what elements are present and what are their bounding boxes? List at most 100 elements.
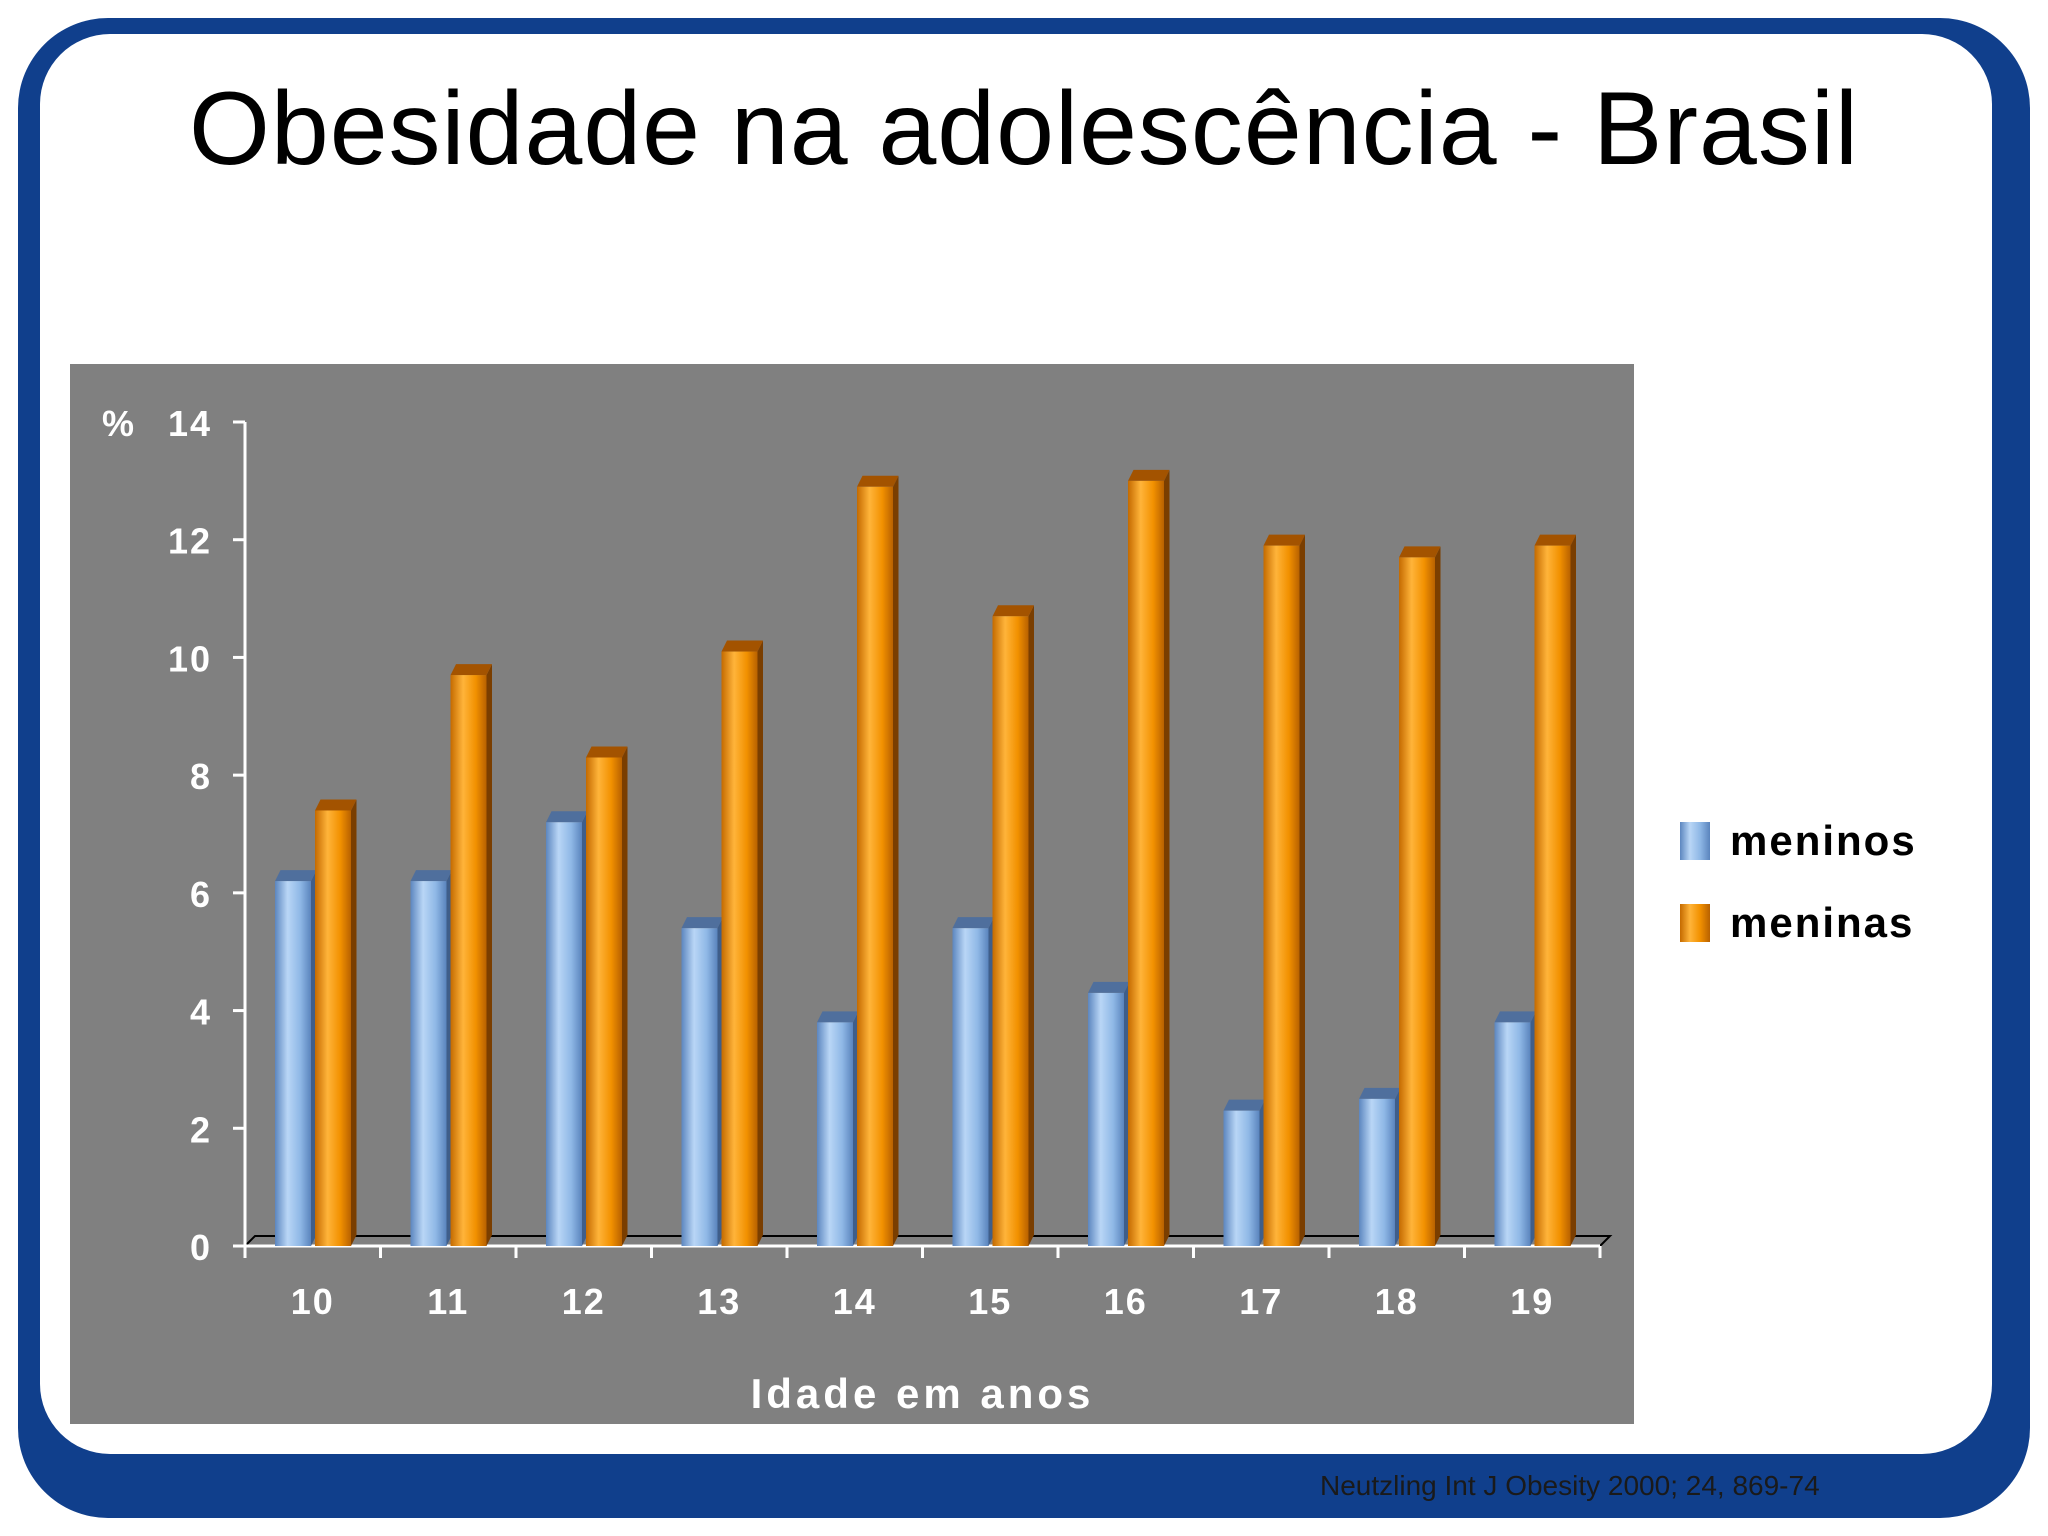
y-tick-label: 10: [168, 638, 212, 679]
bar-top: [1088, 981, 1130, 993]
bar-meninos: [275, 870, 317, 1246]
bar-meninos: [546, 811, 588, 1246]
bar-side: [622, 746, 628, 1246]
x-tick-label: 10: [291, 1281, 335, 1322]
bar-front: [450, 675, 487, 1246]
bar-meninos: [1088, 981, 1130, 1246]
bar-meninas: [1263, 534, 1305, 1246]
bar-top: [1128, 469, 1170, 481]
bar-side: [1435, 546, 1441, 1246]
bar-top: [1263, 534, 1305, 546]
bar-front: [275, 881, 311, 1246]
bar-front: [952, 928, 989, 1246]
x-tick-label: 17: [1239, 1281, 1283, 1322]
bar-meninas: [721, 640, 763, 1246]
bar-meninas: [857, 475, 899, 1246]
bar-top: [817, 1011, 859, 1023]
plot-area: 0 2 4 6 8 10 12 14% 10 11 12 13 14 15 16 17 18 19 Idade em…: [70, 364, 1634, 1424]
bar-front: [410, 881, 447, 1246]
bar-meninos: [952, 917, 994, 1246]
bar-front: [992, 616, 1029, 1246]
bar-front: [1534, 545, 1571, 1246]
bar-side: [351, 799, 357, 1246]
legend-item-meninas: meninas: [1680, 882, 1917, 964]
bar-chart: 0 2 4 6 8 10 12 14% 10 11 12 13 14 15 16 17 18 19 Idade em…: [102, 403, 1613, 1417]
bar-top: [1534, 534, 1576, 546]
bar-front: [1263, 545, 1300, 1246]
bar-meninos: [410, 870, 452, 1246]
slide-title: Obesidade na adolescência - Brasil: [188, 71, 1860, 187]
bar-meninos: [681, 917, 723, 1246]
bar-meninos: [1223, 1099, 1265, 1246]
bar-side: [757, 640, 763, 1246]
bar-front: [1088, 992, 1124, 1246]
legend-swatch-meninos: [1680, 822, 1710, 860]
bar-front: [857, 486, 893, 1246]
chart-floor: [244, 1235, 1613, 1247]
x-axis-title: Idade em anos: [751, 1370, 1095, 1417]
bar-top: [952, 917, 994, 929]
bar-top: [315, 799, 357, 811]
bar-side: [486, 664, 492, 1246]
bar-top: [1359, 1087, 1401, 1099]
y-axis-label: %: [102, 403, 134, 444]
bar-top: [410, 870, 452, 882]
bar-front: [1223, 1110, 1260, 1246]
legend-item-meninos: meninos: [1680, 800, 1917, 882]
x-tick-label: 18: [1375, 1281, 1419, 1322]
bar-meninos: [1359, 1087, 1401, 1246]
bar-front: [315, 810, 351, 1246]
bar-top: [721, 640, 763, 652]
bar-top: [1223, 1099, 1265, 1111]
x-tick-label: 12: [562, 1281, 606, 1322]
bar-front: [546, 822, 582, 1246]
y-tick-label: 8: [190, 756, 212, 797]
bar-meninas: [1128, 469, 1170, 1246]
chart-legend: meninos meninas: [1680, 800, 1917, 964]
bar-front: [1359, 1098, 1395, 1246]
bar-top: [586, 746, 628, 758]
bar-side: [1299, 534, 1305, 1246]
bar-meninas: [1399, 546, 1441, 1246]
y-tick-label: 2: [190, 1109, 212, 1150]
bar-front: [721, 651, 758, 1246]
y-tick-label: 12: [168, 521, 212, 562]
bar-side: [893, 475, 899, 1246]
bar-front: [1494, 1022, 1531, 1246]
bar-top: [275, 870, 317, 882]
legend-swatch-meninas: [1680, 904, 1710, 942]
bar-side: [1028, 605, 1034, 1246]
y-tick-label: 4: [190, 992, 212, 1033]
bar-meninas: [315, 799, 357, 1246]
bar-top: [992, 605, 1034, 617]
bar-top: [1494, 1011, 1536, 1023]
legend-label-meninas: meninas: [1730, 899, 1915, 946]
bar-meninos: [1494, 1011, 1536, 1246]
bar-meninas: [992, 605, 1034, 1246]
x-tick-label: 13: [697, 1281, 741, 1322]
bar-top: [1399, 546, 1441, 558]
bar-meninos: [817, 1011, 859, 1246]
bar-meninas: [450, 664, 492, 1246]
bar-meninas: [586, 746, 628, 1246]
y-tick-label: 6: [190, 874, 212, 915]
x-tick-label: 19: [1510, 1281, 1554, 1322]
bar-side: [1570, 534, 1576, 1246]
y-tick-label: 0: [190, 1227, 212, 1268]
bar-side: [1164, 469, 1170, 1246]
bar-front: [586, 757, 622, 1246]
bar-top: [546, 811, 588, 823]
bar-front: [681, 928, 718, 1246]
bar-top: [450, 664, 492, 676]
x-tick-label: 16: [1104, 1281, 1148, 1322]
bar-meninas: [1534, 534, 1576, 1246]
bar-top: [681, 917, 723, 929]
legend-label-meninos: meninos: [1730, 817, 1917, 864]
bar-front: [1399, 557, 1435, 1246]
bar-front: [817, 1022, 853, 1246]
x-tick-label: 15: [968, 1281, 1012, 1322]
citation: Neutzling Int J Obesity 2000; 24, 869-74: [1320, 1470, 1820, 1501]
bar-top: [857, 475, 899, 487]
x-tick-label: 11: [427, 1281, 469, 1322]
y-tick-label: 14: [168, 403, 212, 444]
